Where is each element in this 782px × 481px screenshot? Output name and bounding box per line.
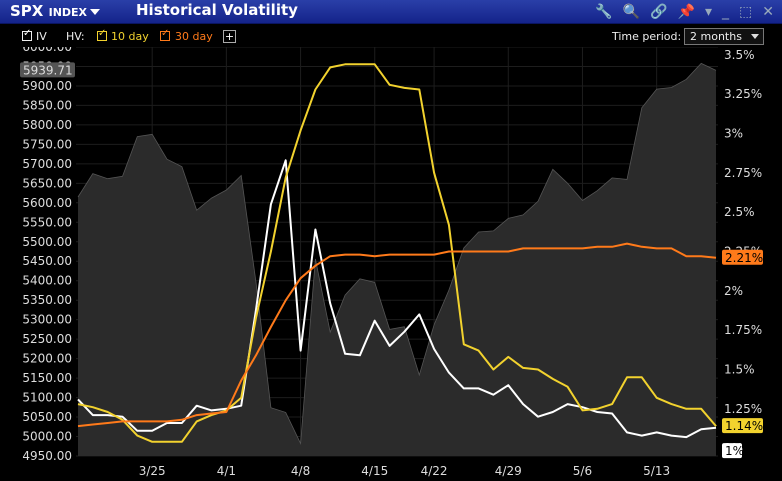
left-tick-label: 5100.00	[22, 391, 72, 405]
hv30-current-box	[722, 249, 763, 265]
left-tick-label: 5350.00	[22, 293, 72, 307]
window-title: Historical Volatility	[136, 1, 298, 19]
spx-price-area	[78, 63, 716, 457]
left-tick-label: 5800.00	[22, 118, 72, 132]
x-tick-label: 4/8	[291, 464, 310, 478]
symbol-selector[interactable]: SPX INDEX	[10, 2, 101, 20]
left-tick-label: 4950.00	[22, 449, 72, 463]
right-tick-label: 3.25%	[724, 87, 762, 101]
price-current-label: 5939.71	[23, 63, 73, 77]
menu-caret-icon[interactable]: ▾	[705, 4, 713, 20]
price-current-box	[20, 62, 75, 78]
left-axis: 6000.005950.005900.005850.005800.005750.…	[22, 47, 72, 463]
x-axis: 3/25 4/1 4/8 4/15 4/22 4/29 5/6 5/13	[139, 464, 670, 478]
hv30-current-label: 2.21%	[725, 251, 763, 265]
time-period-value: 2 months	[690, 30, 742, 43]
hv10-current-box	[722, 418, 763, 434]
iv-label: IV	[36, 30, 47, 43]
series-line-30-day	[77, 242, 717, 428]
left-tick-label: 5150.00	[22, 371, 72, 385]
minimize-icon[interactable]: _	[722, 4, 730, 20]
hv30-checkbox[interactable]	[160, 28, 170, 41]
window-titlebar: SPX INDEX Historical Volatility 🔧 🔍 🔗 📌 …	[0, 0, 782, 24]
current-value-badges: 5939.71 2.21% 1.14% 1%	[20, 62, 763, 459]
left-tick-label: 6000.00	[22, 47, 72, 54]
left-tick-label: 5900.00	[22, 79, 72, 93]
hv-label: HV:	[66, 30, 85, 43]
series-lines	[77, 63, 717, 443]
hv10-checkbox[interactable]	[97, 28, 107, 41]
close-icon[interactable]: ✕	[762, 4, 774, 20]
search-icon[interactable]: 🔍	[622, 4, 641, 20]
left-tick-label: 5200.00	[22, 352, 72, 366]
right-tick-label: 2%	[724, 284, 743, 298]
left-tick-label: 5600.00	[22, 196, 72, 210]
symbol-text: SPX	[10, 2, 44, 20]
right-tick-label: 1.5%	[724, 362, 755, 376]
x-tick-label: 4/15	[361, 464, 388, 478]
x-tick-label: 5/6	[573, 464, 592, 478]
add-study-button[interactable]: +	[223, 30, 236, 43]
left-tick-label: 5000.00	[22, 430, 72, 444]
spx-price-line	[77, 62, 717, 446]
x-tick-label: 4/22	[421, 464, 448, 478]
right-tick-label: 1.25%	[724, 402, 762, 416]
left-tick-label: 5650.00	[22, 176, 72, 190]
right-tick-label: 2.5%	[724, 205, 755, 219]
left-tick-label: 5500.00	[22, 235, 72, 249]
left-tick-label: 5250.00	[22, 332, 72, 346]
hv30-label: 30 day	[175, 30, 213, 43]
left-tick-label: 5450.00	[22, 254, 72, 268]
right-tick-label: 2.75%	[724, 166, 762, 180]
iv-checkbox[interactable]	[22, 28, 32, 41]
x-tick-label: 3/25	[139, 464, 166, 478]
symbol-suffix: INDEX	[48, 6, 88, 19]
iv-current-box	[722, 443, 742, 459]
left-tick-label: 5050.00	[22, 410, 72, 424]
iv-current-label: 1%	[725, 444, 744, 458]
chevron-down-icon	[751, 34, 759, 39]
right-tick-label: 1.75%	[724, 323, 762, 337]
left-tick-label: 5850.00	[22, 98, 72, 112]
x-tick-label: 5/13	[643, 464, 670, 478]
x-tick-label: 4/1	[217, 464, 236, 478]
left-tick-label: 5400.00	[22, 274, 72, 288]
series-line-10-day	[77, 63, 717, 443]
link-icon[interactable]: 🔗	[650, 4, 668, 20]
time-period-label: Time period:	[612, 30, 682, 43]
window-controls: 🔧 🔍 🔗 📌 ▾ _ ⬚ ✕	[595, 3, 774, 21]
volatility-chart: 6000.005950.005900.005850.005800.005750.…	[20, 47, 763, 478]
right-tick-label: 3.5%	[724, 48, 755, 62]
left-tick-label: 5550.00	[22, 215, 72, 229]
maximize-icon[interactable]: ⬚	[739, 4, 753, 20]
pin-icon[interactable]: 📌	[677, 4, 695, 20]
hv10-label: 10 day	[111, 30, 149, 43]
left-tick-label: 5700.00	[22, 157, 72, 171]
hv10-current-label: 1.14%	[725, 419, 763, 433]
left-tick-label: 5300.00	[22, 313, 72, 327]
wrench-icon[interactable]: 🔧	[595, 4, 613, 20]
left-tick-label: 5750.00	[22, 137, 72, 151]
time-period-select[interactable]: 2 months	[684, 28, 764, 45]
series-line-iv	[77, 159, 717, 439]
right-tick-label: 3%	[724, 127, 743, 141]
x-tick-label: 4/29	[495, 464, 522, 478]
chart-toolbar: IV HV: 10 day 30 day + Time period: 2 mo…	[0, 25, 782, 47]
chevron-down-icon	[90, 8, 101, 15]
